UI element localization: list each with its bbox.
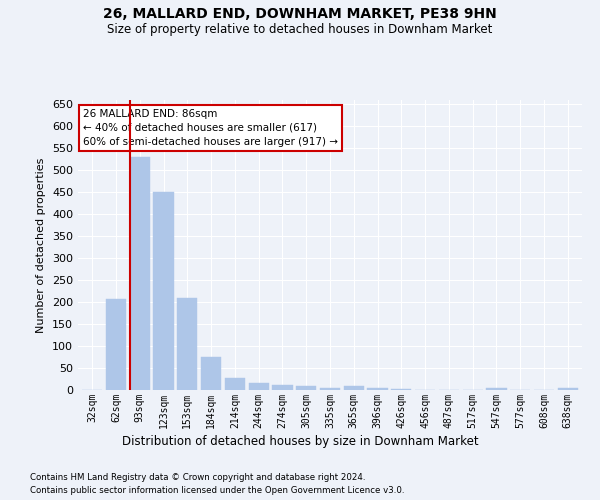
Bar bbox=[225, 378, 245, 390]
Bar bbox=[272, 384, 293, 390]
Bar bbox=[296, 386, 316, 390]
Text: 26, MALLARD END, DOWNHAM MARKET, PE38 9HN: 26, MALLARD END, DOWNHAM MARKET, PE38 9H… bbox=[103, 8, 497, 22]
Y-axis label: Number of detached properties: Number of detached properties bbox=[37, 158, 46, 332]
Text: Distribution of detached houses by size in Downham Market: Distribution of detached houses by size … bbox=[122, 435, 478, 448]
Bar bbox=[201, 357, 221, 390]
Bar bbox=[487, 388, 506, 390]
Bar bbox=[391, 388, 412, 390]
Text: Size of property relative to detached houses in Downham Market: Size of property relative to detached ho… bbox=[107, 22, 493, 36]
Bar bbox=[106, 299, 126, 390]
Bar bbox=[367, 388, 388, 390]
Text: Contains HM Land Registry data © Crown copyright and database right 2024.: Contains HM Land Registry data © Crown c… bbox=[30, 472, 365, 482]
Bar bbox=[248, 382, 269, 390]
Bar bbox=[320, 388, 340, 390]
Bar bbox=[130, 157, 150, 390]
Text: Contains public sector information licensed under the Open Government Licence v3: Contains public sector information licen… bbox=[30, 486, 404, 495]
Bar bbox=[557, 388, 578, 390]
Bar bbox=[344, 386, 364, 390]
Bar bbox=[154, 192, 173, 390]
Bar bbox=[177, 298, 197, 390]
Text: 26 MALLARD END: 86sqm
← 40% of detached houses are smaller (617)
60% of semi-det: 26 MALLARD END: 86sqm ← 40% of detached … bbox=[83, 108, 338, 146]
